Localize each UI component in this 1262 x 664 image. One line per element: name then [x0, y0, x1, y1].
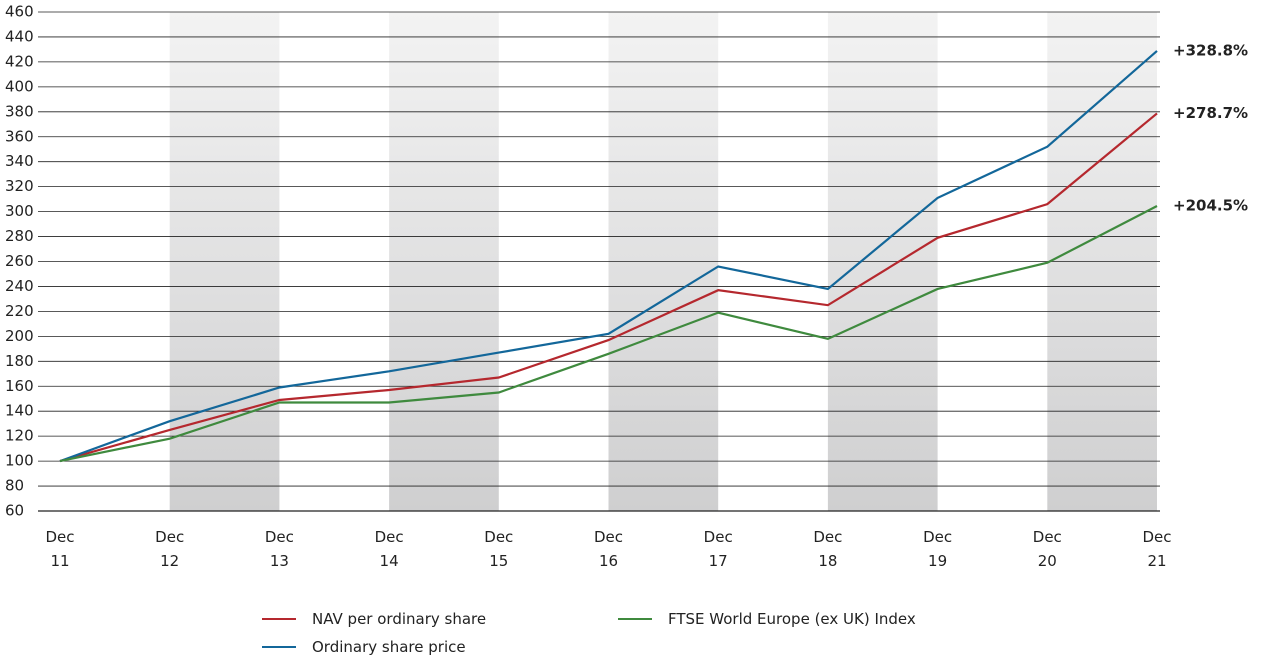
legend-swatch [618, 618, 652, 620]
end-label: +278.7% [1173, 104, 1248, 122]
y-tick-label: 300 [5, 202, 34, 220]
y-tick-label: 100 [5, 452, 34, 470]
y-tick-label: 460 [5, 3, 34, 21]
y-tick-label: 240 [5, 277, 34, 295]
y-tick-label: 180 [5, 352, 34, 370]
x-tick-label: Dec 13 [264, 528, 294, 570]
legend-item: FTSE World Europe (ex UK) Index [618, 610, 916, 628]
y-tick-label: 220 [5, 302, 34, 320]
x-tick-label: Dec 15 [484, 528, 514, 570]
y-tick-label: 440 [5, 27, 34, 45]
legend-item: Ordinary share price [262, 638, 466, 656]
legend-swatch [262, 618, 296, 620]
x-tick-label: Dec 19 [923, 528, 953, 570]
end-label: +204.5% [1173, 196, 1248, 214]
y-tick-label: 400 [5, 77, 34, 95]
y-tick-label: 260 [5, 252, 34, 270]
x-tick-label: Dec 11 [45, 528, 75, 570]
y-tick-label: 160 [5, 377, 34, 395]
x-tick-label: Dec 21 [1142, 528, 1172, 570]
x-tick-label: Dec 18 [813, 528, 843, 570]
y-tick-label: 360 [5, 127, 34, 145]
y-tick-label: 200 [5, 327, 34, 345]
x-tick-label: Dec 17 [703, 528, 733, 570]
x-tick-label: Dec 20 [1032, 528, 1062, 570]
series-line [59, 50, 1158, 463]
y-tick-label: 60 [5, 502, 24, 520]
x-tick-label: Dec 12 [155, 528, 185, 570]
x-tick-label: Dec 16 [593, 528, 624, 570]
y-tick-label: 340 [5, 152, 34, 170]
x-tick-label: Dec 14 [374, 528, 404, 570]
y-tick-label: 140 [5, 402, 34, 420]
y-tick-label: 120 [5, 427, 34, 445]
y-tick-label: 420 [5, 52, 34, 70]
y-tick-label: 320 [5, 177, 34, 195]
y-tick-label: 280 [5, 227, 34, 245]
legend-label: NAV per ordinary share [312, 610, 487, 628]
series-line [59, 112, 1158, 463]
legend-label: FTSE World Europe (ex UK) Index [668, 610, 916, 628]
y-tick-label: 80 [5, 477, 24, 495]
series-line [59, 205, 1158, 463]
y-tick-label: 380 [5, 102, 34, 120]
legend-swatch [262, 646, 296, 648]
legend-item: NAV per ordinary share [262, 610, 486, 628]
legend-label: Ordinary share price [312, 638, 466, 656]
end-label: +328.8% [1173, 41, 1248, 59]
